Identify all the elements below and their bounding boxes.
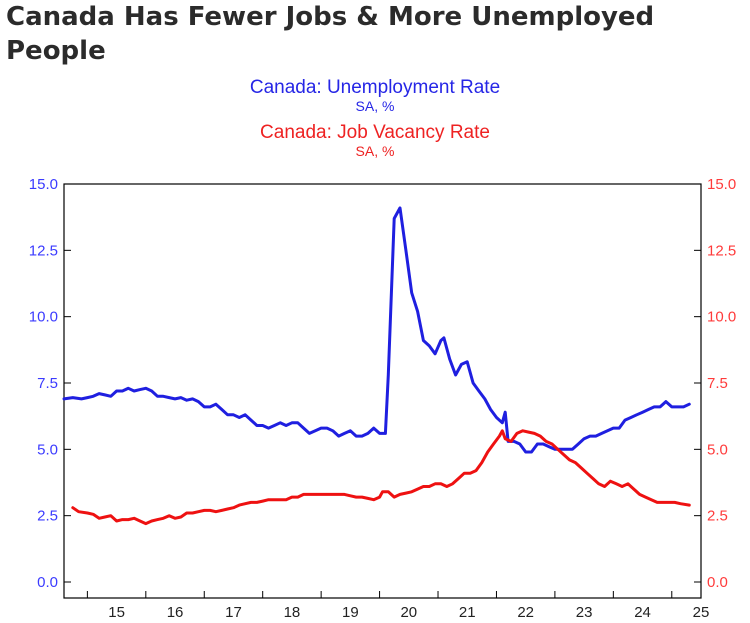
y-left-tick-label: 7.5: [37, 375, 58, 392]
x-tick-label: 24: [634, 604, 651, 621]
x-tick-label: 25: [693, 604, 710, 621]
legend-vacancy-unit: SA, %: [355, 143, 395, 159]
legend-unemployment-name: Canada: Unemployment Rate: [249, 77, 501, 98]
x-tick-label: 21: [459, 604, 476, 621]
x-tick-label: 16: [167, 604, 184, 621]
x-tick-label: 17: [225, 604, 242, 621]
y-left-tick-label: 0.0: [37, 574, 58, 591]
y-right-tick-label: 5.0: [707, 441, 728, 458]
y-right-tick-label: 10.0: [707, 309, 736, 326]
x-tick-label: 22: [517, 604, 534, 621]
job-vacancy-rate-line: [71, 429, 691, 526]
headline: Canada Has Fewer Jobs & More Unemployed …: [6, 2, 655, 66]
legend-vacancy-name: Canada: Job Vacancy Rate: [260, 122, 490, 143]
y-right-tick-label: 2.5: [707, 508, 728, 525]
y-right-tick-label: 7.5: [707, 375, 728, 392]
y-right-tick-label: 12.5: [707, 242, 736, 259]
y-left-tick-label: 5.0: [37, 441, 58, 458]
x-tick-label: 15: [108, 604, 125, 621]
x-tick-label: 23: [576, 604, 593, 621]
y-right-tick-label: 0.0: [707, 574, 728, 591]
y-left-tick-label: 2.5: [37, 508, 58, 525]
x-tick-label: 20: [400, 604, 417, 621]
x-tick-label: 18: [284, 604, 301, 621]
legend-unemployment-unit: SA, %: [355, 98, 395, 114]
unemployment-rate-line: [62, 206, 691, 454]
y-left-tick-label: 12.5: [29, 242, 58, 259]
plot-frame: [63, 183, 702, 599]
x-tick-label: 19: [342, 604, 359, 621]
y-left-tick-label: 10.0: [29, 309, 58, 326]
y-left-tick-label: 15.0: [29, 176, 58, 193]
y-right-tick-label: 15.0: [707, 176, 736, 193]
